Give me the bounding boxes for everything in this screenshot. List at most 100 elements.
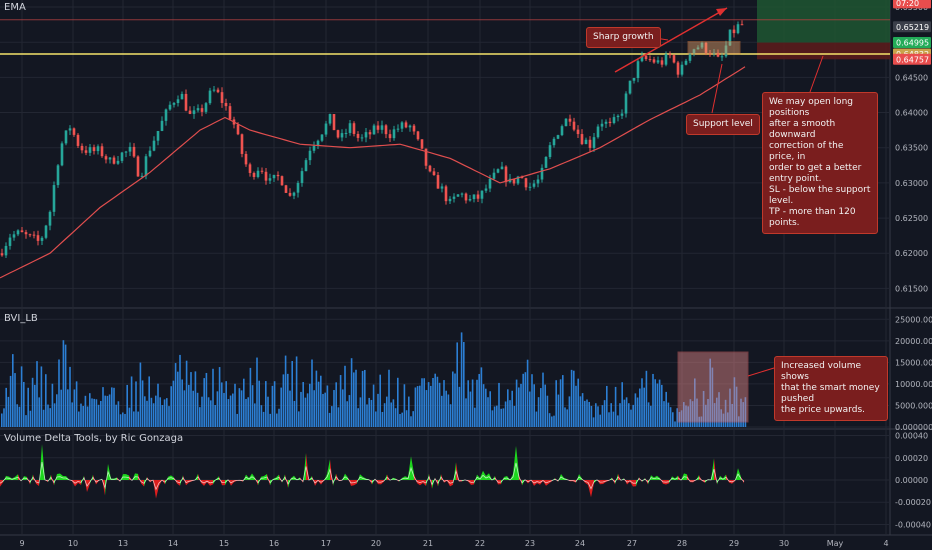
time-tick-label: 15 — [219, 539, 229, 548]
delta-area — [159, 480, 162, 487]
support-level-label[interactable]: Support level — [686, 114, 760, 135]
candle-body — [304, 160, 308, 172]
volume-bar — [421, 378, 423, 427]
volume-bar — [592, 417, 595, 427]
delta-area — [486, 473, 489, 480]
volume-note[interactable]: Increased volume shows that the smart mo… — [774, 356, 888, 421]
candle-body — [736, 24, 740, 34]
candle-body — [720, 56, 724, 58]
volume-bar — [716, 397, 718, 427]
volume-bar — [608, 412, 610, 427]
volume-tick-label: 20000.000000 — [895, 337, 932, 346]
volume-bar — [205, 372, 208, 427]
volume-bar — [199, 407, 201, 427]
volume-bar — [100, 400, 102, 427]
candle-body — [152, 140, 156, 151]
delta-area — [645, 478, 648, 485]
volume-bar — [370, 399, 373, 427]
candle-body — [620, 113, 624, 116]
delta-area — [195, 473, 198, 481]
time-tick-label: 24 — [575, 539, 585, 548]
volume-bar — [192, 390, 194, 427]
volume-bar — [489, 391, 491, 427]
candle-body — [496, 169, 500, 173]
candle-body — [96, 146, 100, 152]
long-idea-note[interactable]: We may open long positions after a smoot… — [762, 92, 878, 234]
volume-bar — [700, 416, 703, 427]
candle-body — [632, 77, 636, 81]
delta-pane-title: Volume Delta Tools, by Ric Gonzaga — [4, 433, 184, 444]
candle-body — [328, 114, 332, 124]
volume-bar — [150, 397, 153, 427]
delta-area — [531, 480, 534, 486]
candle-body — [504, 166, 508, 183]
sharp-growth-label[interactable]: Sharp growth — [586, 27, 661, 48]
volume-bar — [744, 397, 747, 427]
candle-body — [524, 178, 528, 188]
volume-bar — [146, 400, 148, 427]
volume-bar — [223, 392, 225, 427]
delta-area — [390, 477, 393, 481]
volume-bar — [309, 383, 311, 427]
candle-body — [124, 151, 128, 153]
volume-bar — [680, 410, 683, 427]
candle-body — [0, 253, 4, 256]
candle-body — [176, 99, 180, 104]
candle-body — [708, 52, 712, 55]
volume-bar — [163, 399, 166, 427]
volume-bar — [273, 381, 276, 427]
time-tick-label: 10 — [68, 539, 78, 548]
candle-body — [40, 237, 44, 241]
candle-body — [272, 174, 276, 179]
volume-bar — [630, 409, 632, 427]
volume-tick-label: 10000.000000 — [895, 380, 932, 389]
volume-note-pointer — [747, 367, 775, 377]
volume-bar — [56, 394, 58, 427]
volume-bar — [271, 385, 274, 427]
delta-area — [420, 480, 423, 486]
volume-bar — [141, 380, 144, 427]
candle-body — [420, 139, 424, 149]
candle-body — [84, 150, 88, 153]
volume-bar — [324, 392, 326, 427]
volume-bar — [628, 403, 630, 427]
price-badge-label: 0.65219 — [896, 23, 929, 32]
volume-bar — [315, 370, 318, 427]
volume-bar — [243, 378, 245, 427]
volume-bar — [254, 403, 256, 427]
candle-body — [132, 146, 136, 157]
price-badge — [893, 53, 931, 65]
bvi-pane-title: BVI_LB — [4, 313, 38, 324]
candle-body — [712, 52, 716, 55]
delta-area — [36, 480, 39, 487]
delta-area — [198, 473, 201, 483]
volume-bar — [170, 386, 172, 427]
volume-bar — [168, 406, 170, 427]
candle-body — [376, 125, 380, 130]
time-tick-label: May — [827, 539, 844, 548]
delta-signal-line — [0, 462, 745, 491]
candle-body — [564, 118, 568, 127]
candle-body — [320, 134, 324, 141]
volume-bar — [597, 406, 599, 427]
delta-area — [726, 474, 729, 483]
volume-bar — [185, 360, 188, 427]
volume-bar — [27, 387, 29, 427]
candle-body — [364, 132, 368, 138]
volume-bar — [449, 404, 452, 427]
volume-bar — [346, 401, 348, 427]
volume-bar — [636, 397, 639, 427]
volume-bar — [707, 398, 709, 427]
volume-bar — [513, 405, 516, 427]
long-idea-line: We may open long positions — [769, 97, 853, 118]
volume-bar — [533, 384, 535, 427]
volume-bar — [665, 391, 667, 427]
volume-bar — [282, 374, 285, 427]
candle-body — [644, 55, 648, 60]
time-tick-label: 17 — [321, 539, 331, 548]
candle-body — [532, 183, 536, 187]
volume-bar — [278, 408, 280, 427]
volume-tick-label: 5000.000000 — [895, 401, 932, 410]
